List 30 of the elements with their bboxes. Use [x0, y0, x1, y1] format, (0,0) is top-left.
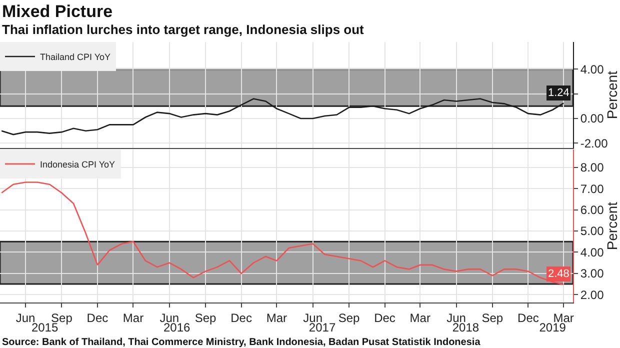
chart-subtitle: Thai inflation lurches into target range, Indonesia slips out: [2, 22, 365, 37]
x-tick-label: Mar: [266, 311, 288, 326]
y-axis-title: Percent: [604, 202, 620, 250]
x-tick-label: Sep: [51, 311, 73, 326]
x-tick-label: Sep: [194, 311, 217, 326]
y-tick-label: 4.00: [580, 62, 604, 76]
source-note: Source: Bank of Thailand, Thai Commerce Ministry, Bank Indonesia, Badan Pusat Statistik Indonesia: [2, 337, 481, 348]
x-tick-label: Mar: [122, 311, 144, 326]
y-tick-label: -2.00: [580, 136, 608, 150]
x-tick-label: Sep: [482, 311, 504, 326]
y-tick-label: 7.00: [580, 182, 604, 196]
y-tick-label: 6.00: [580, 203, 604, 218]
x-tick-label: Dec: [518, 311, 539, 326]
chart-title: Mixed Picture: [2, 2, 113, 21]
x-tick-label: Dec: [374, 311, 396, 326]
y-tick-label: 8.00: [580, 160, 604, 175]
y-tick-label: 3.00: [580, 266, 604, 281]
y-tick-label: 2.00: [580, 288, 604, 302]
y-tick-label: 0.00: [580, 112, 604, 126]
x-tick-label: Mar: [410, 311, 430, 326]
x-tick-label: Dec: [230, 311, 252, 326]
y-tick-label: 5.00: [580, 224, 604, 238]
y-axis-title: Percent: [604, 70, 620, 120]
legend-label: Indonesia CPI YoY: [40, 159, 116, 170]
y-tick-label: 4.00: [580, 245, 604, 260]
data-label: 2.48: [548, 268, 570, 280]
data-label: 1.24: [548, 87, 570, 99]
x-tick-label: Dec: [86, 311, 108, 326]
x-tick-label: Sep: [338, 311, 360, 326]
legend-label: Thailand CPI YoY: [40, 52, 111, 62]
